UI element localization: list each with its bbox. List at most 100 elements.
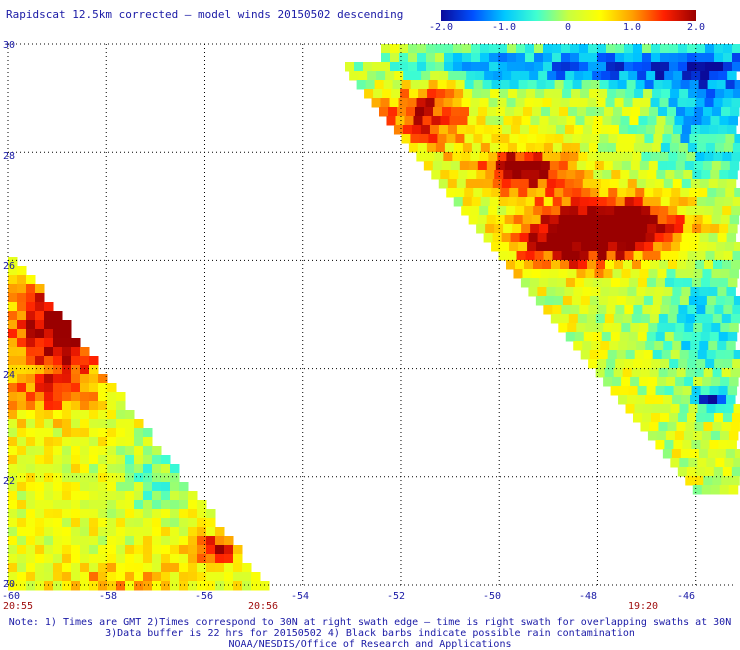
swath-cell xyxy=(401,134,411,144)
swath-cell xyxy=(35,302,45,312)
swath-cell xyxy=(667,422,677,432)
swath-cell xyxy=(700,278,711,288)
swath-cell xyxy=(650,206,660,216)
swath-cell xyxy=(687,359,697,369)
swath-cell xyxy=(543,62,553,72)
swath-cell xyxy=(670,404,681,414)
swath-cell xyxy=(549,215,560,225)
swath-cell xyxy=(729,215,740,225)
swath-cell xyxy=(17,563,27,573)
swath-cell xyxy=(416,98,427,108)
swath-cell xyxy=(609,341,619,351)
swath-cell xyxy=(498,53,508,63)
swath-cell xyxy=(8,446,18,456)
swath-cell xyxy=(44,455,54,465)
swath-cell xyxy=(179,500,189,510)
swath-cell xyxy=(575,224,585,234)
swath-cell xyxy=(404,116,414,126)
swath-cell xyxy=(503,170,513,180)
swath-cell xyxy=(564,287,574,297)
swath-cell xyxy=(579,251,590,261)
swath-cell xyxy=(685,476,695,486)
swath-cell xyxy=(497,98,508,108)
swath-cell xyxy=(461,152,471,162)
swath-cell xyxy=(170,500,180,510)
swath-cell xyxy=(134,437,144,447)
swath-cell xyxy=(567,161,578,171)
swath-cell xyxy=(525,53,535,63)
swath-cell xyxy=(179,536,189,546)
swath-cell xyxy=(633,305,643,315)
swath-cell xyxy=(89,554,99,564)
swath-cell xyxy=(80,572,90,582)
swath-cell xyxy=(641,206,651,216)
swath-cell xyxy=(498,62,508,72)
swath-cell xyxy=(26,356,36,366)
swath-cell xyxy=(693,269,703,279)
swath-cell xyxy=(707,80,718,90)
swath-cell xyxy=(648,161,659,171)
swath-cell xyxy=(633,62,643,72)
swath-cell xyxy=(636,341,646,351)
swath-cell xyxy=(606,44,616,54)
swath-cell xyxy=(485,170,495,180)
swath-cell xyxy=(687,197,698,207)
swath-cell xyxy=(688,89,698,99)
swath-cell xyxy=(431,116,441,126)
swath-cell xyxy=(714,305,724,315)
swath-cell xyxy=(615,62,625,72)
swath-cell xyxy=(559,314,570,324)
swath-cell xyxy=(649,107,659,117)
swath-cell xyxy=(188,536,198,546)
swath-cell xyxy=(689,449,700,459)
swath-cell xyxy=(662,188,672,198)
swath-cell xyxy=(367,71,377,81)
swath-cell xyxy=(595,368,606,378)
swath-cell xyxy=(559,107,569,117)
swath-cell xyxy=(654,287,664,297)
swath-cell xyxy=(684,269,694,279)
swath-cell xyxy=(716,188,726,198)
swath-cell xyxy=(645,179,656,189)
swath-cell xyxy=(722,260,732,270)
swath-cell xyxy=(733,296,740,306)
swath-cell xyxy=(530,224,540,234)
swath-cell xyxy=(580,89,590,99)
swath-cell xyxy=(197,527,207,537)
swath-cell xyxy=(668,413,679,423)
swath-cell xyxy=(660,305,670,315)
swath-cell xyxy=(515,152,525,162)
swath-cell xyxy=(489,62,499,72)
swath-cell xyxy=(26,545,36,555)
swath-cell xyxy=(590,80,601,90)
swath-cell xyxy=(527,80,538,90)
swath-cell xyxy=(695,206,705,216)
swath-cell xyxy=(545,134,555,144)
swath-cell xyxy=(35,401,45,411)
swath-cell xyxy=(381,44,391,54)
swath-cell xyxy=(80,554,90,564)
swath-cell xyxy=(8,365,18,375)
swath-cell xyxy=(694,107,704,117)
swath-cell xyxy=(458,116,468,126)
swath-cell xyxy=(107,500,117,510)
swath-cell xyxy=(35,572,45,582)
swath-cell xyxy=(499,89,509,99)
swath-cell xyxy=(725,80,736,90)
swath-cell xyxy=(581,80,592,90)
swath-cell xyxy=(699,125,710,135)
swath-cell xyxy=(655,440,665,450)
swath-cell xyxy=(570,251,581,261)
swath-cell xyxy=(161,572,171,582)
swath-cell xyxy=(685,422,695,432)
swath-cell xyxy=(80,527,90,537)
swath-cell xyxy=(62,329,72,339)
swath-cell xyxy=(581,188,591,198)
swath-cell xyxy=(53,563,63,573)
swath-cell xyxy=(694,314,705,324)
swath-cell xyxy=(80,563,90,573)
swath-cell xyxy=(651,251,662,261)
swath-cell xyxy=(233,563,243,573)
swath-cell xyxy=(430,71,440,81)
swath-cell xyxy=(44,482,54,492)
